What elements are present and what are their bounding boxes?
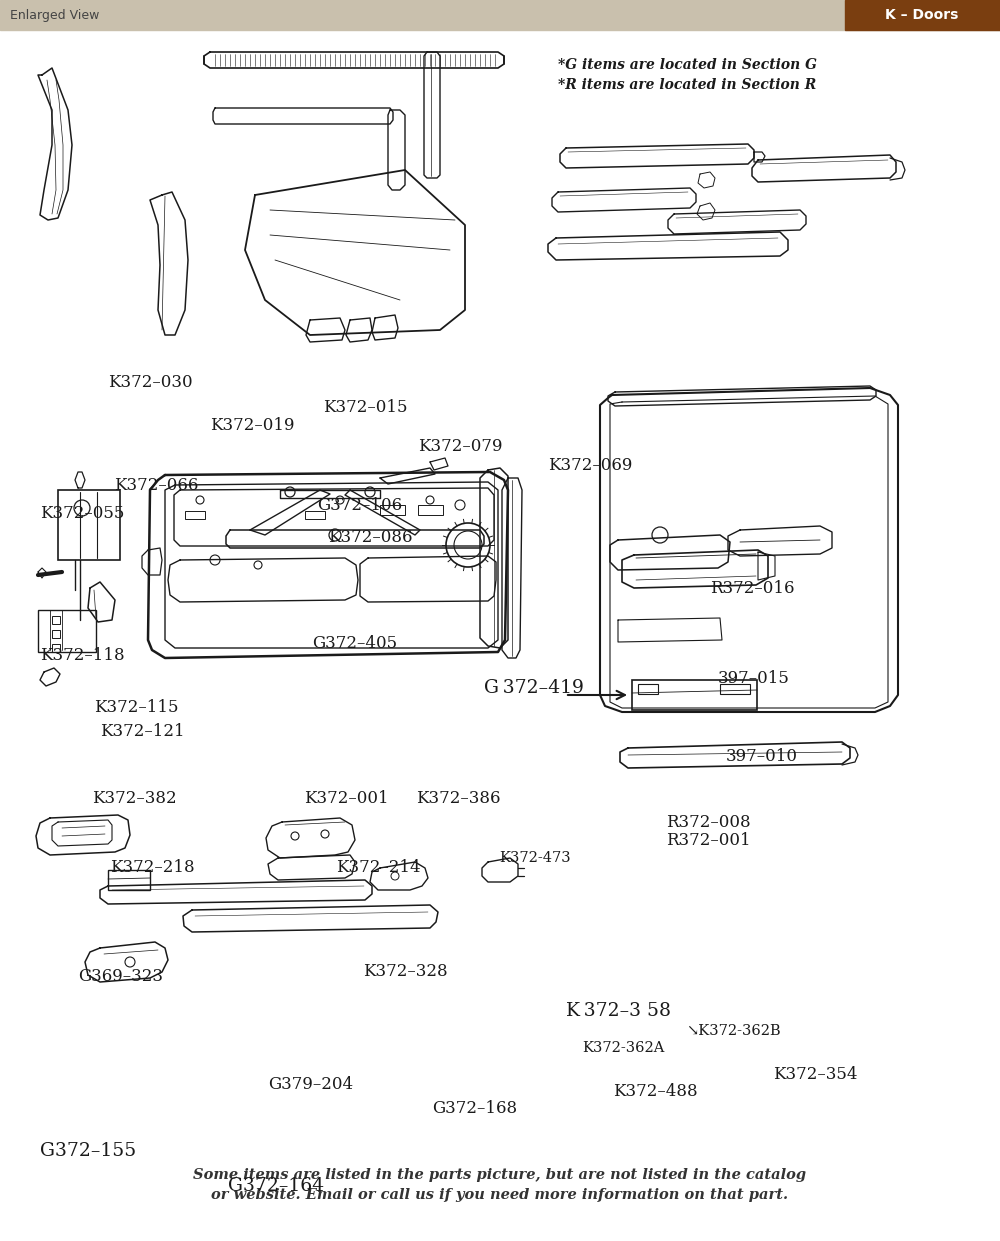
Bar	[380, 505, 405, 515]
Text: K372–086: K372–086	[328, 530, 413, 546]
Bar	[38, 611, 96, 652]
Text: K372-362A: K372-362A	[582, 1041, 664, 1055]
Text: K372–115: K372–115	[94, 699, 178, 716]
Text: K372–386: K372–386	[416, 791, 501, 807]
Text: K372–030: K372–030	[108, 375, 193, 391]
Bar	[52, 616, 60, 624]
Bar	[52, 644, 60, 652]
Text: K372–382: K372–382	[92, 791, 177, 807]
Text: Some items are listed in the parts picture, but are not listed in the catalog: Some items are listed in the parts pictu…	[193, 1168, 807, 1181]
Text: K372–118: K372–118	[40, 647, 125, 664]
Text: R372–016: R372–016	[710, 580, 794, 597]
Bar	[418, 505, 443, 515]
Text: G 372–419: G 372–419	[484, 679, 584, 697]
Bar	[58, 490, 120, 560]
Text: 397–015: 397–015	[718, 670, 790, 686]
Text: G372–155: G372–155	[40, 1142, 136, 1160]
Text: G379–204: G379–204	[268, 1076, 353, 1092]
Text: *G items are located in Section G: *G items are located in Section G	[558, 58, 817, 72]
Text: ↘K372-362B: ↘K372-362B	[686, 1024, 781, 1039]
Text: K372–015: K372–015	[323, 398, 408, 416]
Text: G369–323: G369–323	[78, 968, 163, 985]
Text: K372–019: K372–019	[210, 417, 294, 434]
Text: K372–001: K372–001	[304, 791, 389, 807]
Text: or website. Email or call us if you need more information on that part.: or website. Email or call us if you need…	[211, 1188, 789, 1203]
Text: K372-473: K372-473	[499, 850, 571, 865]
Text: K372–354: K372–354	[773, 1066, 858, 1082]
Text: G372–106: G372–106	[317, 498, 402, 514]
Bar	[108, 870, 150, 890]
Text: G372–405: G372–405	[312, 635, 397, 652]
Bar	[305, 511, 325, 519]
Text: K372–488: K372–488	[613, 1083, 698, 1100]
Text: K 372–3 58: K 372–3 58	[566, 1001, 671, 1020]
Text: R372–001: R372–001	[666, 831, 751, 849]
Bar	[638, 684, 658, 694]
Text: *R items are located in Section R: *R items are located in Section R	[558, 78, 816, 92]
Text: K372–214: K372–214	[336, 859, 421, 876]
Text: R372–008: R372–008	[666, 814, 751, 830]
Text: K372–079: K372–079	[418, 438, 503, 454]
Text: K372–218: K372–218	[110, 859, 195, 876]
Bar	[845, 0, 1000, 30]
Text: K372–328: K372–328	[363, 963, 448, 980]
Text: K372–069: K372–069	[548, 457, 632, 474]
Bar	[52, 630, 60, 638]
Text: K372–055: K372–055	[40, 505, 124, 522]
Text: K372–121: K372–121	[100, 724, 185, 740]
Bar	[0, 0, 1000, 30]
Text: K – Doors: K – Doors	[885, 7, 959, 22]
Bar	[632, 680, 757, 710]
Text: G372–164: G372–164	[228, 1176, 324, 1195]
Text: Enlarged View: Enlarged View	[10, 9, 99, 21]
Text: K372–066: K372–066	[114, 477, 198, 494]
Text: G372–168: G372–168	[432, 1100, 517, 1117]
Text: 397–010: 397–010	[726, 748, 798, 764]
Bar	[720, 684, 750, 694]
Bar	[185, 511, 205, 519]
